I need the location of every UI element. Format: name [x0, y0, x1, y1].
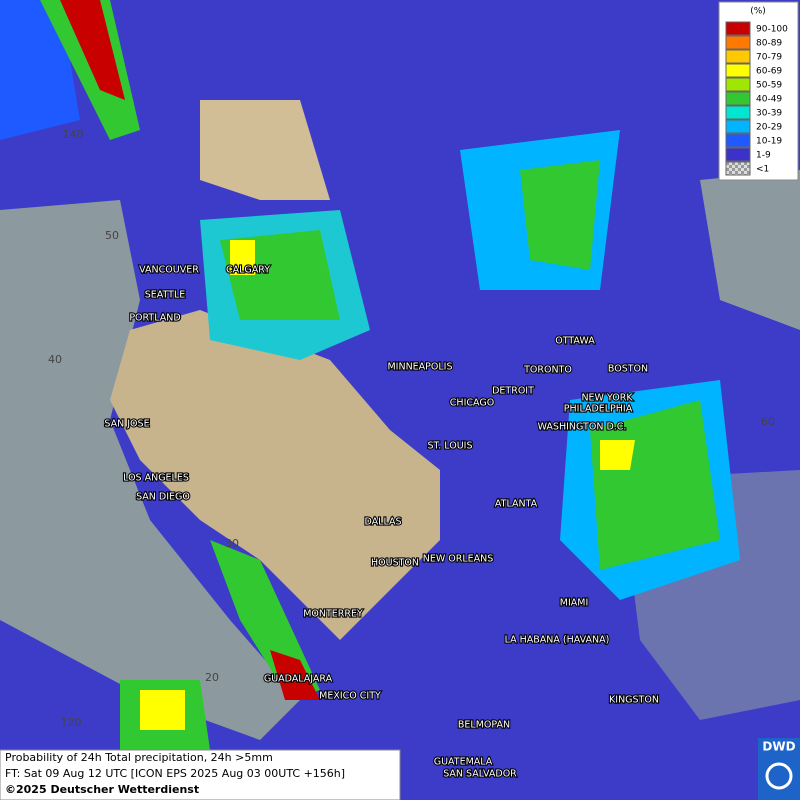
legend-label: 80-89: [756, 39, 782, 49]
legend-swatch: [725, 105, 751, 120]
legend-label: 60-69: [756, 67, 782, 77]
logo: DWD: [762, 740, 795, 754]
city-label: SAN JOSE: [104, 419, 149, 430]
grid-label: 140: [63, 128, 84, 141]
footer-line: FT: Sat 09 Aug 12 UTC [ICON EPS 2025 Aug…: [5, 767, 345, 780]
legend-swatch: [725, 119, 751, 134]
legend-title: (%): [750, 7, 766, 17]
logo-icon: [765, 762, 793, 790]
city-label: HOUSTON: [371, 558, 419, 569]
city-labels: VANCOUVER CALGARY SEATTLE PORTLAND MINNEAPOL…: [103, 263, 660, 780]
grid-label: 20: [205, 671, 219, 684]
city-label: ST. LOUIS: [428, 441, 473, 452]
city-label: MIAMI: [560, 598, 589, 609]
city-label: CHICAGO: [450, 398, 494, 409]
legend-label: 20-29: [756, 123, 782, 133]
city-label: CALGARY: [226, 265, 270, 276]
legend-label: 90-100: [756, 25, 788, 35]
logo-box: [758, 738, 800, 800]
city-label: BOSTON: [608, 364, 648, 375]
legend-label: 50-59: [756, 81, 782, 91]
footer-line: Probability of 24h Total precipitation, …: [5, 751, 273, 764]
city-label: DETROIT: [492, 386, 534, 397]
legend-label: 1-9: [756, 151, 771, 161]
grid-label: 60: [761, 415, 775, 428]
legend-swatch: [725, 63, 751, 78]
legend-label: 40-49: [756, 95, 782, 105]
grid-label: 120: [61, 716, 82, 729]
grid-label: 50: [105, 229, 119, 242]
legend-swatch: [725, 35, 751, 50]
city-label: LA HABANA (HAVANA): [505, 635, 610, 646]
city-label: MEXICO CITY: [319, 691, 381, 702]
legend-swatch: [725, 161, 751, 176]
city-label: MINNEAPOLIS: [387, 362, 452, 373]
legend-swatch: [725, 77, 751, 92]
city-label: NEW YORK: [581, 393, 633, 404]
legend-swatch: [725, 147, 751, 162]
city-label: GUADALAJARA: [264, 674, 333, 685]
city-label: SAN DIEGO: [136, 492, 190, 503]
city-label: TORONTO: [523, 365, 572, 376]
city-label: BELMOPAN: [458, 720, 510, 731]
city-label: MONTERREY: [303, 609, 363, 620]
city-label: PORTLAND: [129, 313, 180, 324]
city-label: WASHINGTON D.C.: [538, 422, 627, 433]
city-label: KINGSTON: [609, 695, 659, 706]
city-label: ATLANTA: [495, 499, 538, 510]
city-label: GUATEMALA: [434, 757, 493, 768]
legend-swatch: [725, 91, 751, 106]
footer-line: ©2025 Deutscher Wetterdienst: [5, 783, 199, 796]
city-label: DALLAS: [365, 517, 402, 528]
city-label: OTTAWA: [555, 336, 595, 347]
city-label: LOS ANGELES: [123, 473, 189, 484]
legend-swatch: [725, 21, 751, 36]
grid-label: 30: [225, 537, 239, 550]
footer-box: [0, 749, 401, 800]
city-label: NEW ORLEANS: [423, 554, 494, 565]
legend-label: 30-39: [756, 109, 782, 119]
legend-label: 70-79: [756, 53, 782, 63]
legend-swatch: [725, 133, 751, 148]
legend-label: <1: [756, 165, 769, 175]
city-label: PHILADELPHIA: [564, 404, 633, 415]
map-fields: [0, 0, 800, 750]
legend: (%) 90-100 80-89 70-79 60-69 50-59 40-49 30-39…: [718, 1, 799, 181]
city-label: SEATTLE: [145, 290, 186, 301]
legend-swatch: [725, 49, 751, 64]
grid-label: 40: [48, 353, 62, 366]
city-label: SAN SALVADOR: [443, 769, 517, 780]
city-label: VANCOUVER: [139, 265, 199, 276]
legend-label: 10-19: [756, 137, 782, 147]
